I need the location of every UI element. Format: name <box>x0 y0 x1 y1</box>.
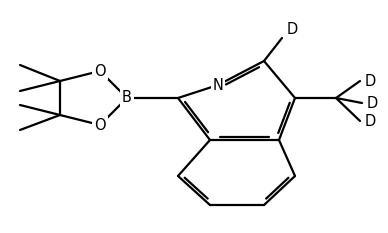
Text: D: D <box>367 96 378 110</box>
Text: D: D <box>365 73 376 89</box>
Text: O: O <box>94 117 106 133</box>
Text: O: O <box>94 64 106 79</box>
Text: B: B <box>122 90 132 106</box>
Text: N: N <box>213 78 223 93</box>
Text: D: D <box>287 23 298 38</box>
Text: D: D <box>365 113 376 129</box>
